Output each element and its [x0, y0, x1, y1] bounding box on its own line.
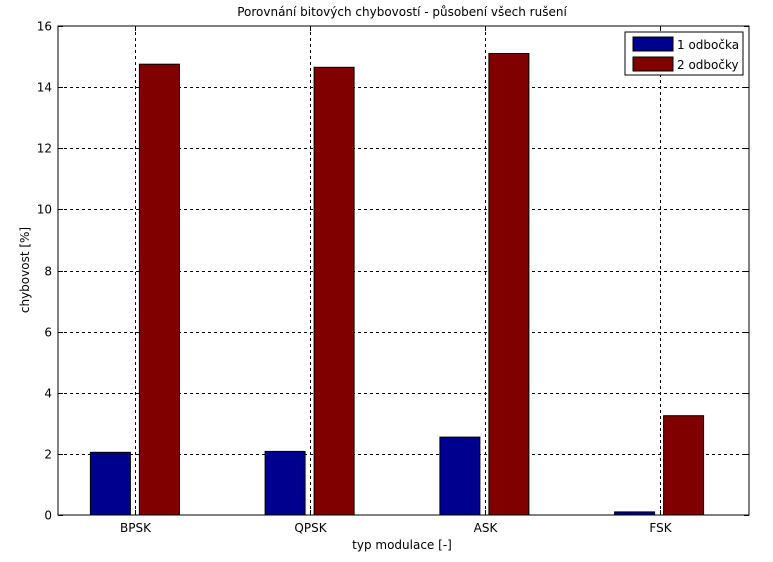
legend-label: 2 odbočky — [677, 58, 739, 72]
x-tick-label: QPSK — [294, 521, 327, 535]
x-axis: BPSK QPSK ASK FSK — [120, 26, 673, 535]
y-tick-label: 16 — [37, 20, 52, 34]
chart-title: Porovnání bitových chybovostí - působení… — [237, 5, 567, 19]
legend-swatch — [632, 56, 674, 72]
y-tick-label: 0 — [44, 509, 52, 523]
bar — [663, 415, 705, 516]
y-tick-label: 14 — [37, 81, 52, 95]
x-tick-label: BPSK — [120, 521, 152, 535]
bar — [488, 53, 530, 516]
x-axis-title: typ modulace [-] — [352, 538, 452, 552]
bar — [439, 436, 481, 516]
legend-label: 1 odbočka — [677, 38, 739, 52]
y-tick-label: 8 — [44, 265, 52, 279]
bar — [138, 63, 180, 516]
bar — [264, 450, 306, 516]
plot-frame — [57, 25, 750, 516]
y-axis-title: chybovost [%] — [18, 227, 32, 313]
bar — [313, 66, 355, 516]
y-tick-label: 12 — [37, 142, 52, 156]
y-tick-label: 2 — [44, 448, 52, 462]
y-tick-label: 6 — [44, 326, 52, 340]
legend-swatch — [632, 36, 674, 52]
y-tick-label: 10 — [37, 203, 52, 217]
bars — [89, 53, 705, 516]
y-tick-label: 4 — [44, 387, 52, 401]
legend: 1 odbočka 2 odbočky — [624, 31, 744, 76]
x-tick-label: ASK — [474, 521, 499, 535]
x-tick-label: FSK — [649, 521, 672, 535]
bar — [89, 451, 131, 516]
y-axis: 0 2 4 6 8 10 12 14 16 — [37, 20, 749, 523]
